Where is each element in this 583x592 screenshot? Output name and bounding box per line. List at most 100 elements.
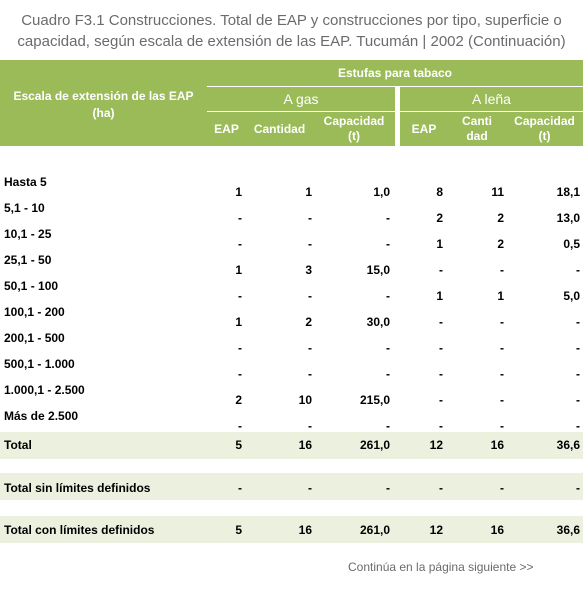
table-cell: 18,1 [556,185,580,199]
table-cell: 1 [436,237,443,251]
table-cell: - [500,419,504,433]
table-cell: 16 [490,523,504,537]
table-cell: - [500,341,504,355]
row-label: 1.000,1 - 2.500 [4,383,85,397]
table-cell: 12 [429,523,443,537]
table-cell: - [308,419,312,433]
subgroup-header-gas: A gas [207,86,395,111]
table-cell: - [576,367,580,381]
table-cell: - [386,481,390,495]
total-band [0,516,583,543]
table-cell: 1 [497,289,504,303]
table-cell: 261,0 [359,523,390,537]
table-cell: - [308,481,312,495]
table-cell: 2 [305,315,312,329]
row-label: Hasta 5 [4,175,47,189]
table-cell: 1 [305,185,312,199]
column-header: EAP [207,111,246,146]
table-cell: 12 [429,438,443,452]
row-label-header: Escala de extensión de las EAP (ha) [0,60,207,146]
table-cell: 36,6 [556,523,580,537]
column-header: EAP [400,111,448,146]
table-cell: - [238,481,242,495]
table-cell: 10 [298,393,312,407]
table-cell: 2 [235,393,242,407]
column-header: Cantidad [448,111,506,146]
table-cell: 1 [235,185,242,199]
group-header: Estufas para tabaco [207,60,583,86]
table-cell: - [308,341,312,355]
column-header: Cantidad [246,111,313,146]
table-cell: - [386,419,390,433]
table-cell: 2 [436,211,443,225]
table-cell: 15,0 [366,263,390,277]
table-cell: - [439,481,443,495]
table-cell: - [500,315,504,329]
table-cell: - [439,341,443,355]
table-cell: - [308,237,312,251]
column-header: Capacidad (t) [506,111,583,146]
table-cell: 16 [298,523,312,537]
table-cell: 5 [235,438,242,452]
table-cell: - [386,237,390,251]
caption-line-1: Cuadro F3.1 Construcciones. Total de EAP… [21,12,562,29]
table-cell: - [576,341,580,355]
table-cell: - [238,419,242,433]
table-cell: - [238,367,242,381]
total-band [0,432,583,459]
table-cell: - [576,315,580,329]
table-cell: - [439,263,443,277]
table-cell: - [386,289,390,303]
table-cell: - [576,419,580,433]
table-cell: - [308,289,312,303]
table-cell: - [308,367,312,381]
table-cell: - [386,211,390,225]
row-label: 100,1 - 200 [4,305,65,319]
row-label: Más de 2.500 [4,409,79,423]
table-cell: 2 [497,237,504,251]
table-cell: 13,0 [556,211,580,225]
row-label: 25,1 - 50 [4,253,52,267]
continue-note: Continúa en la página siguiente >> [348,560,534,574]
table-cell: - [238,289,242,303]
table-cell: 1 [235,263,242,277]
table-cell: - [576,393,580,407]
table-cell: - [238,211,242,225]
table-cell: 30,0 [366,315,390,329]
table-cell: 16 [490,438,504,452]
table-cell: 0,5 [563,237,580,251]
table-cell: - [439,393,443,407]
total-band [0,473,583,500]
header-divider [400,111,583,112]
table-cell: 1 [235,315,242,329]
table-cell: 1,0 [373,185,390,199]
subgroup-header-lena: A leña [400,86,583,111]
table-cell: 16 [298,438,312,452]
row-label: 10,1 - 25 [4,227,52,241]
header-divider [207,86,583,87]
total-label: Total [4,438,32,452]
table-cell: - [308,211,312,225]
table-cell: 5 [235,523,242,537]
table-cell: - [576,263,580,277]
row-label: 500,1 - 1.000 [4,357,75,371]
table-cell: - [500,263,504,277]
table-cell: 36,6 [556,438,580,452]
total-label: Total sin límites definidos [4,481,151,495]
row-label: 5,1 - 10 [4,201,45,215]
caption-line-2: capacidad, según escala de extensión de … [17,33,566,50]
total-label: Total con límites definidos [4,523,155,537]
table-cell: - [439,367,443,381]
table-cell: - [386,341,390,355]
table-cell: - [500,393,504,407]
table-cell: 8 [436,185,443,199]
table-cell: 215,0 [359,393,390,407]
table-cell: - [500,481,504,495]
row-label: 50,1 - 100 [4,279,59,293]
table-cell: - [238,237,242,251]
table-cell: 2 [497,211,504,225]
table-cell: 11 [491,185,504,199]
table-cell: 261,0 [359,438,390,452]
table-cell: - [439,419,443,433]
column-header: Capacidad (t) [313,111,395,146]
